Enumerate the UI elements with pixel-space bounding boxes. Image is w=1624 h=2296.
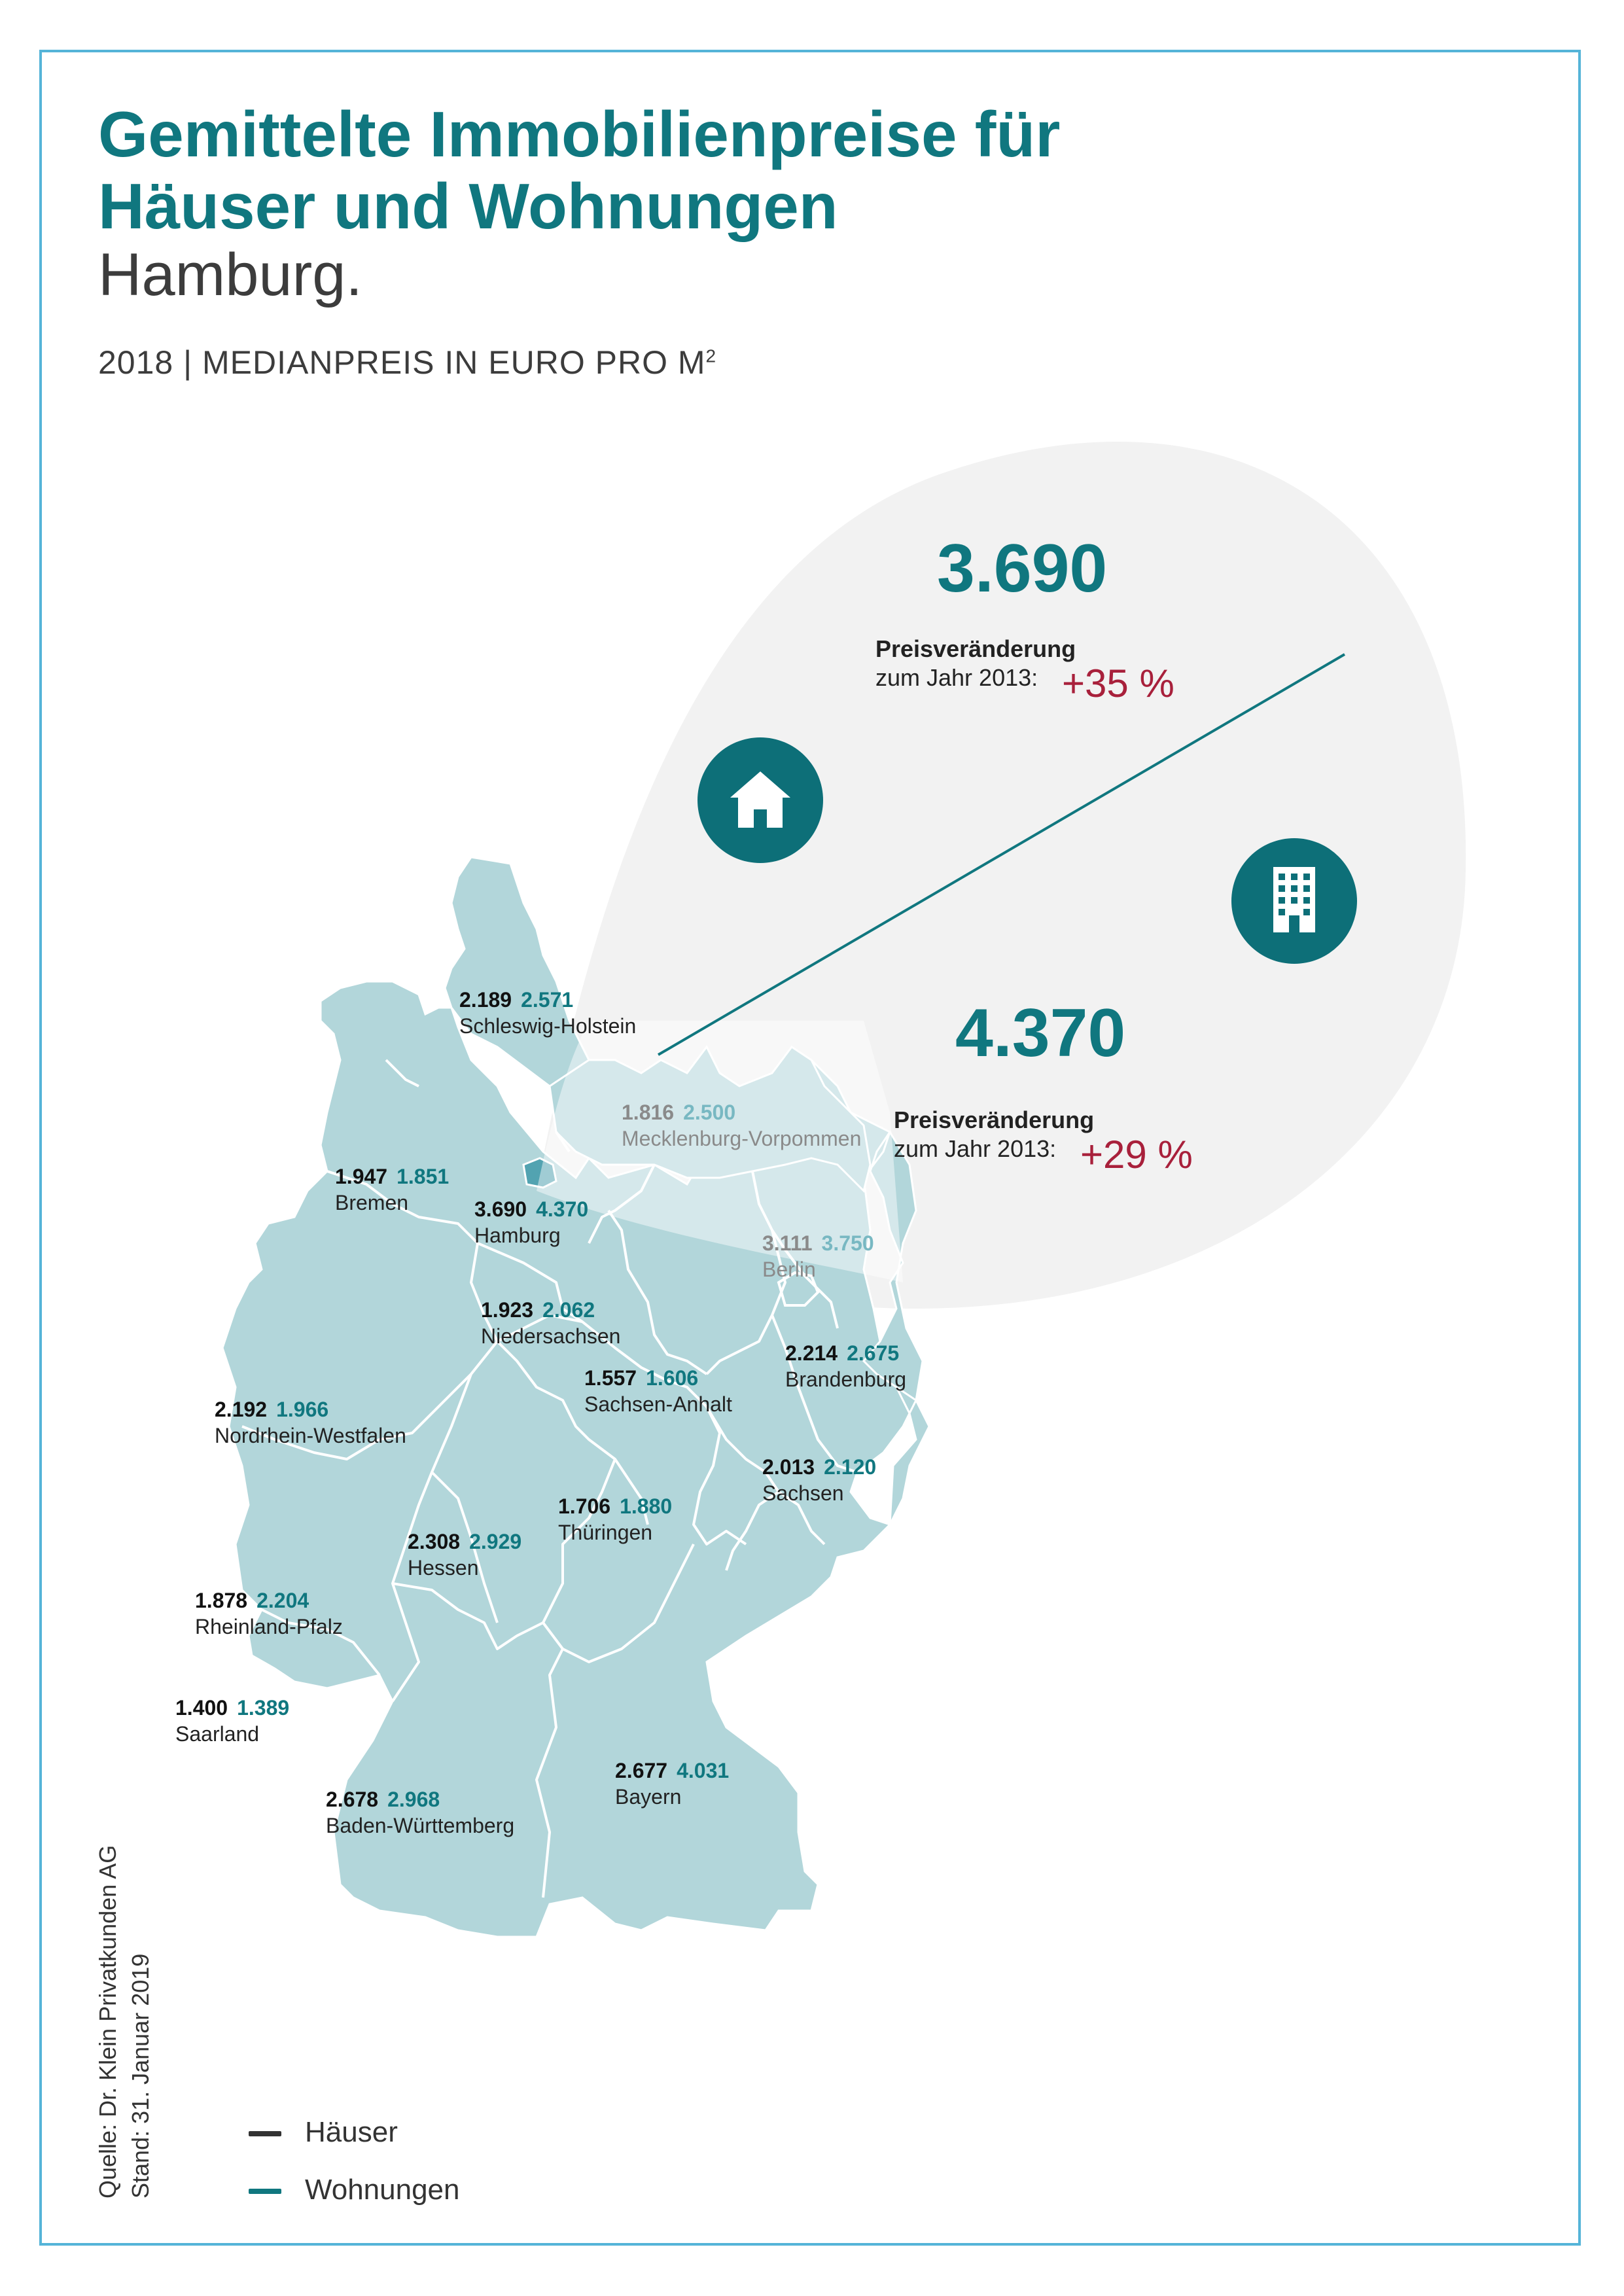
state-label-baden-wuerttemberg: 2.678 2.968 Baden-Württemberg [326, 1786, 514, 1839]
haeuser-price: 1.947 [335, 1165, 388, 1188]
meta-text: 2018 | MEDIANPREIS IN EURO PRO M [98, 344, 706, 381]
state-label-thueringen: 1.706 1.880 Thüringen [558, 1493, 672, 1545]
state-name: Mecklenburg-Vorpommen [622, 1127, 862, 1150]
state-label-nordrhein-westfalen: 2.192 1.966 Nordrhein-Westfalen [215, 1396, 406, 1449]
wohnungen-change: Preisveränderung zum Jahr 2013: [894, 1106, 1094, 1163]
state-name: Brandenburg [785, 1368, 907, 1391]
haeuser-change-sub: zum Jahr 2013: [875, 664, 1038, 691]
state-name: Thüringen [558, 1521, 653, 1544]
state-name: Sachsen [762, 1481, 844, 1505]
wohnungen-price: 2.968 [387, 1788, 440, 1811]
wohnungen-change-pct: +29 % [1080, 1133, 1193, 1176]
state-name: Hamburg [474, 1224, 561, 1247]
berlin-outline [777, 1271, 820, 1307]
legend-swatch-wohnungen [249, 2189, 281, 2195]
haeuser-price: 1.400 [175, 1696, 228, 1720]
state-name: Schleswig-Holstein [459, 1014, 637, 1038]
page-subtitle: Hamburg. [98, 241, 362, 308]
haeuser-price: 2.189 [459, 988, 512, 1012]
legend-label: Häuser [305, 2116, 398, 2148]
legend-item-haeuser: Häuser [249, 2116, 398, 2149]
state-name: Bremen [335, 1191, 409, 1214]
haeuser-price: 2.214 [785, 1341, 838, 1365]
state-label-brandenburg: 2.214 2.675 Brandenburg [785, 1340, 906, 1392]
apartment-building-icon [1231, 838, 1357, 964]
haeuser-price: 1.816 [622, 1101, 675, 1124]
wohnungen-price: 2.120 [824, 1455, 877, 1479]
wohnungen-price: 1.851 [397, 1165, 450, 1188]
wohnungen-price: 2.929 [469, 1530, 522, 1553]
state-label-hessen: 2.308 2.929 Hessen [408, 1528, 521, 1581]
callout-divider-line [657, 653, 1346, 1056]
wohnungen-price: 2.204 [256, 1589, 309, 1612]
wohnungen-change-sub: zum Jahr 2013: [894, 1135, 1057, 1162]
wohnungen-value: 4.370 [955, 995, 1126, 1071]
wohnungen-price: 1.606 [646, 1366, 699, 1390]
state-name: Hessen [408, 1556, 479, 1580]
haeuser-value: 3.690 [937, 531, 1108, 607]
state-name: Saarland [175, 1722, 260, 1746]
state-name: Nordrhein-Westfalen [215, 1424, 406, 1447]
legend-item-wohnungen: Wohnungen [249, 2174, 460, 2206]
haeuser-price: 1.923 [481, 1298, 534, 1322]
haeuser-price: 2.013 [762, 1455, 815, 1479]
wohnungen-price: 2.500 [683, 1101, 736, 1124]
chart-meta: 2018 | MEDIANPREIS IN EURO PRO M2 [98, 344, 716, 381]
state-borders [241, 1059, 858, 1898]
state-name: Berlin [762, 1258, 816, 1281]
wohnungen-price: 2.675 [847, 1341, 900, 1365]
state-label-hamburg: 3.690 4.370 Hamburg [474, 1196, 588, 1248]
state-label-niedersachsen: 1.923 2.062 Niedersachsen [481, 1297, 620, 1349]
state-label-schleswig-holstein: 2.189 2.571 Schleswig-Holstein [459, 987, 636, 1039]
source-line-2: Stand: 31. Januar 2019 [127, 1953, 154, 2199]
haeuser-price: 2.192 [215, 1398, 268, 1421]
state-name: Niedersachsen [481, 1324, 621, 1348]
meta-superscript: 2 [705, 345, 717, 366]
haeuser-price: 2.677 [615, 1759, 668, 1782]
state-label-sachsen-anhalt: 1.557 1.606 Sachsen-Anhalt [584, 1365, 732, 1417]
wohnungen-price: 2.062 [542, 1298, 595, 1322]
haeuser-price: 3.111 [762, 1231, 813, 1255]
haeuser-price: 1.557 [584, 1366, 637, 1390]
haeuser-price: 2.678 [326, 1788, 379, 1811]
wohnungen-price: 1.880 [620, 1494, 673, 1518]
state-label-mecklenburg-vorpommern: 1.816 2.500 Mecklenburg-Vorpommen [622, 1099, 861, 1152]
state-name: Baden-Württemberg [326, 1814, 515, 1837]
source-line-1: Quelle: Dr. Klein Privatkunden AG [94, 1845, 121, 2199]
page-title: Gemittelte Immobilienpreise für Häuser u… [98, 98, 1061, 242]
haeuser-price: 3.690 [474, 1197, 527, 1221]
page-frame [39, 50, 1581, 2246]
callout-overlay [537, 1021, 903, 1282]
wohnungen-price: 1.966 [276, 1398, 329, 1421]
haeuser-change-label: Preisveränderung [875, 635, 1076, 662]
wohnungen-price: 4.031 [677, 1759, 730, 1782]
state-label-bayern: 2.677 4.031 Bayern [615, 1757, 729, 1810]
state-name: Sachsen-Anhalt [584, 1392, 732, 1416]
legend-label: Wohnungen [305, 2174, 460, 2206]
haeuser-price: 1.878 [195, 1589, 248, 1612]
wohnungen-price: 4.370 [536, 1197, 589, 1221]
state-label-berlin: 3.111 3.750 Berlin [762, 1230, 874, 1282]
state-label-bremen: 1.947 1.851 Bremen [335, 1163, 449, 1216]
state-name: Bayern [615, 1785, 682, 1809]
haeuser-price: 1.706 [558, 1494, 611, 1518]
house-icon [697, 737, 823, 863]
wohnungen-price: 1.389 [237, 1696, 290, 1720]
state-label-saarland: 1.400 1.389 Saarland [175, 1695, 289, 1747]
haeuser-change-pct: +35 % [1062, 662, 1174, 705]
state-name: Rheinland-Pfalz [195, 1615, 343, 1638]
wohnungen-change-label: Preisveränderung [894, 1106, 1095, 1133]
legend-swatch-haeuser [249, 2131, 281, 2137]
state-label-rheinland-pfalz: 1.878 2.204 Rheinland-Pfalz [195, 1587, 343, 1640]
source-note: Quelle: Dr. Klein Privatkunden AG Stand:… [92, 1845, 157, 2199]
haeuser-change: Preisveränderung zum Jahr 2013: [875, 635, 1076, 692]
germany-outline [221, 856, 930, 1938]
wohnungen-price: 3.750 [821, 1231, 874, 1255]
wohnungen-price: 2.571 [521, 988, 574, 1012]
haeuser-price: 2.308 [408, 1530, 461, 1553]
hamburg-highlight [522, 1157, 557, 1189]
state-label-sachsen: 2.013 2.120 Sachsen [762, 1454, 876, 1506]
